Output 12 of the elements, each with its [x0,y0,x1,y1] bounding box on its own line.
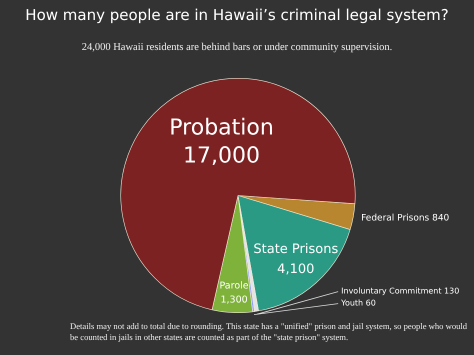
data-label: 4,100 [277,262,314,277]
slice-label: Parole [220,280,249,292]
slice-label: Probation [169,115,274,140]
chart-title: How many people are in Hawaii’s criminal legal system? [24,6,450,24]
slice-label: Federal Prisons 840 [361,214,450,224]
slice-label: Youth 60 [340,298,376,308]
slice-label: Involuntary Commitment 130 [341,286,460,296]
slice-label: State Prisons [253,242,338,257]
chart-subtitle: 24,000 Hawaii residents are behind bars or under community supervision. [80,42,394,53]
data-label: 17,000 [183,143,260,168]
data-label: 1,300 [220,294,248,306]
text: Details may not add to total due to rounding. This state has a "unified" prison and jail system, so people who would be counted in jails in other states are counted as part of the "state prison" system. [70,321,468,343]
